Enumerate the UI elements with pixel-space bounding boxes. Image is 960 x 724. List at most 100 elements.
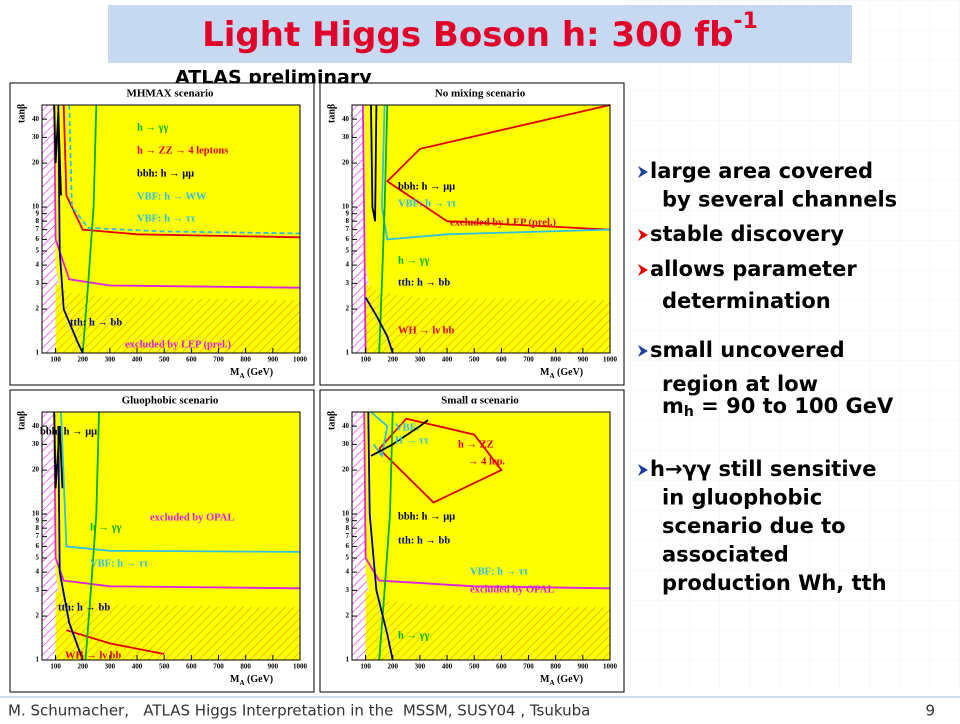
x-tick-label: 400 (442, 663, 453, 671)
y-tick-label: 30 (32, 133, 40, 141)
channel-contour (57, 426, 84, 661)
channel-label: h → ZZ (458, 439, 494, 450)
x-tick-label: 200 (77, 663, 88, 671)
x-label-unit: (GeV) (555, 674, 584, 685)
channel-label: VBF: h → WW (137, 191, 207, 202)
x-tick-label: 100 (50, 356, 61, 364)
y-tick-label: 9 (346, 209, 350, 217)
x-tick-label: 700 (213, 663, 224, 671)
channel-label: → 4 lep. (468, 456, 505, 467)
mass-range: = 90 to 100 GeV (694, 394, 894, 418)
channel-label: excluded by LEP (prel.) (125, 339, 231, 350)
bullet-text: large area covered (650, 159, 873, 183)
y-tick-label: 8 (346, 217, 350, 225)
x-tick-label: 400 (132, 356, 143, 364)
bullet-marker (638, 166, 648, 178)
x-tick-label: 600 (186, 663, 197, 671)
y-tick-label: 10 (32, 203, 40, 211)
channel-label: h → γγ (137, 122, 169, 133)
channel-label: VBF: (395, 422, 420, 433)
uncovered-region (365, 283, 610, 353)
plot-border (41, 104, 301, 354)
y-tick-label: 8 (36, 217, 40, 225)
plot-border (41, 411, 301, 661)
bullet-text: by several channels (662, 188, 897, 212)
y-tick-label: 2 (346, 612, 350, 620)
y-tick-label: 5 (36, 247, 40, 255)
channel-contour (378, 417, 503, 504)
y-tick-label: 8 (36, 524, 40, 532)
channel-contour (53, 411, 64, 489)
x-tick-label: 700 (523, 356, 534, 364)
x-tick-label: 100 (360, 356, 371, 364)
channel-contour (370, 411, 389, 459)
x-label-unit: (GeV) (245, 367, 274, 378)
channel-label: H → ττ (395, 435, 429, 446)
channel-label: tth: h → bb (398, 535, 450, 546)
channel-label: VBF: h → ττ (398, 198, 457, 209)
y-tick-label: 3 (346, 586, 350, 594)
channel-label: tth: h → bb (58, 602, 110, 613)
channel-contour (60, 411, 301, 553)
plot-border (351, 411, 611, 661)
y-tick-label: 10 (32, 510, 40, 518)
bullet-text: region at low (662, 372, 818, 396)
x-label-sub: A (549, 679, 554, 687)
x-tick-label: 1000 (603, 356, 618, 364)
page-number: 9 (925, 702, 935, 720)
channel-contour (68, 104, 301, 235)
x-label-unit: (GeV) (245, 674, 274, 685)
y-tick-label: 5 (36, 554, 40, 562)
x-label-sub: A (239, 372, 244, 380)
x-tick-label: 200 (387, 356, 398, 364)
y-tick-label: 5 (346, 247, 350, 255)
x-tick-label: 600 (496, 663, 507, 671)
uncovered-region (55, 283, 300, 353)
x-tick-label: 700 (213, 356, 224, 364)
y-axis-label: tanβ (326, 411, 337, 430)
x-tick-label: 300 (415, 356, 426, 364)
x-tick-label: 800 (550, 356, 561, 364)
y-tick-label: 6 (346, 235, 350, 243)
y-tick-label: 1 (346, 349, 350, 357)
y-tick-label: 1 (36, 349, 40, 357)
y-tick-label: 3 (346, 279, 350, 287)
channel-contour (364, 297, 394, 354)
y-tick-label: 2 (36, 305, 40, 313)
x-tick-label: 300 (105, 663, 116, 671)
y-tick-label: 20 (342, 466, 350, 474)
y-tick-label: 9 (36, 516, 40, 524)
bullet-text: scenario due to (662, 514, 846, 538)
channel-label: h → γγ (90, 522, 122, 533)
y-tick-label: 10 (342, 510, 350, 518)
channel-contour (385, 104, 611, 231)
bullet-marker (638, 229, 648, 241)
y-tick-label: 6 (36, 235, 40, 243)
bullet-text: stable discovery (650, 222, 844, 246)
bullet-text: associated (662, 543, 789, 567)
excluded-region (42, 412, 70, 660)
channel-contour (53, 104, 62, 196)
channel-label: bbh: h → μμ (398, 511, 455, 522)
channel-label: excluded by OPAL (150, 512, 234, 523)
y-tick-label: 2 (36, 612, 40, 620)
y-axis-label: tanβ (16, 411, 27, 430)
x-label-main: M (230, 674, 240, 685)
y-tick-label: 3 (36, 586, 40, 594)
x-tick-label: 1000 (293, 663, 308, 671)
bullet-text: mh = 90 to 100 GeV (662, 394, 894, 420)
plot-border (351, 104, 611, 354)
x-tick-label: 500 (469, 356, 480, 364)
x-tick-label: 500 (159, 663, 170, 671)
y-tick-label: 30 (342, 440, 350, 448)
x-tick-label: 600 (186, 356, 197, 364)
bullet-text: small uncovered (650, 338, 845, 362)
x-axis-label: MA (GeV) (540, 367, 583, 379)
channel-contour (378, 411, 394, 661)
channel-label: VBF: h → ττ (470, 566, 529, 577)
bullet-marker (638, 464, 648, 476)
bullet-text: in gluophobic (662, 486, 822, 510)
